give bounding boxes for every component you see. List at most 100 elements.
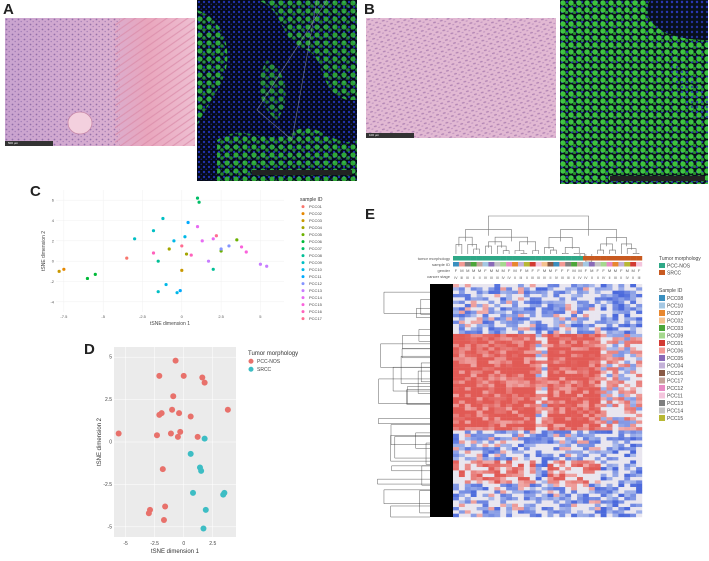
heatmap-cell <box>476 400 483 405</box>
heatmap-cell <box>547 367 554 371</box>
heatmap-cell <box>577 480 584 484</box>
heatmap-cell <box>600 390 607 395</box>
heatmap-cell <box>577 407 584 411</box>
heatmap-cell <box>523 367 530 371</box>
heatmap-cell <box>553 353 560 358</box>
heatmap-cell <box>594 330 601 335</box>
heatmap-cell <box>624 343 631 348</box>
heatmap-cell <box>464 487 471 491</box>
heatmap-cell <box>523 490 530 494</box>
heatmap-cell <box>517 470 525 474</box>
heatmap-cell <box>464 313 471 318</box>
heatmap-cell <box>476 327 483 331</box>
heatmap-cell <box>618 293 625 298</box>
heatmap-cell <box>565 377 572 381</box>
heatmap-cell <box>464 473 471 478</box>
heatmap-cell <box>464 457 471 461</box>
heatmap-cell <box>464 407 471 411</box>
heatmap-cell <box>636 307 643 311</box>
heatmap-cell <box>517 330 525 335</box>
sample-cell <box>571 262 578 267</box>
heatmap-cell <box>588 310 595 315</box>
heatmap-cell <box>588 433 595 438</box>
heatmap-cell <box>453 367 460 371</box>
heatmap-cell <box>582 323 590 328</box>
legend-entry: PCC10 <box>309 267 323 272</box>
heatmap-cell <box>636 287 643 291</box>
heatmap-cell <box>506 367 513 371</box>
heatmap-cell <box>582 427 590 431</box>
morphology-cell <box>553 256 560 261</box>
heatmap-cell <box>630 483 637 488</box>
heatmap-cell <box>553 377 560 381</box>
heatmap-cell <box>535 390 542 395</box>
heatmap-cell <box>559 473 566 478</box>
heatmap-cell <box>618 400 625 405</box>
heatmap-cell <box>636 433 643 438</box>
heatmap-cell <box>488 493 495 498</box>
stage-label: III <box>466 276 469 280</box>
heatmap-cell <box>512 470 519 474</box>
heatmap-cell <box>547 407 554 411</box>
heatmap-cell <box>559 450 566 454</box>
legend-entry: PCC11 <box>667 394 683 400</box>
heatmap-cell <box>606 510 613 514</box>
heatmap-cell <box>476 497 483 501</box>
heatmap-cell <box>541 483 548 488</box>
heatmap-cell <box>571 487 578 491</box>
heatmap-cell <box>470 370 477 375</box>
heatmap-cell <box>624 490 631 494</box>
heatmap-cell <box>606 357 613 361</box>
heatmap-cell <box>517 463 525 468</box>
heatmap-cell <box>476 373 483 378</box>
heatmap-cell <box>541 460 548 464</box>
heatmap-cell <box>571 387 578 391</box>
heatmap-cell <box>529 303 536 308</box>
heatmap-cell <box>500 480 507 484</box>
heatmap-cell <box>577 413 584 418</box>
heatmap-cell <box>582 400 590 405</box>
heatmap-cell <box>630 513 637 518</box>
heatmap-cell <box>529 383 536 388</box>
heatmap-cell <box>630 287 637 291</box>
sample-cell <box>453 262 460 267</box>
heatmap-cell <box>482 317 489 321</box>
heatmap-cell <box>523 390 530 395</box>
heatmap-cell <box>594 483 601 488</box>
heatmap-cell <box>582 453 590 458</box>
heatmap-cell <box>512 403 519 408</box>
heatmap-cell <box>577 510 584 514</box>
heatmap-cell <box>618 287 625 291</box>
heatmap-cell <box>535 353 542 358</box>
heatmap-cell <box>577 400 584 405</box>
heatmap-cell <box>482 380 489 385</box>
heatmap-cell <box>559 447 566 451</box>
heatmap-cell <box>547 370 554 375</box>
heatmap-cell <box>582 293 590 298</box>
heatmap-cell <box>636 427 643 431</box>
legend-swatch <box>301 296 305 300</box>
heatmap-cell <box>506 393 513 398</box>
heatmap-cell <box>547 413 554 418</box>
heatmap-cell <box>470 463 477 468</box>
heatmap-cell <box>577 457 584 461</box>
heatmap-cell <box>606 513 613 518</box>
heatmap-cell <box>624 420 631 424</box>
heatmap-cell <box>470 483 477 488</box>
heatmap-cell <box>517 450 525 454</box>
heatmap-cell <box>488 317 495 321</box>
heatmap-cell <box>588 284 595 288</box>
heatmap-cell <box>636 300 643 305</box>
stage-label: II <box>550 276 552 280</box>
heatmap-cell <box>517 413 525 418</box>
heatmap-cell <box>482 383 489 388</box>
heatmap-cell <box>506 443 513 448</box>
heatmap-cell <box>529 480 536 484</box>
heatmap-cell <box>600 350 607 355</box>
heatmap-cell <box>506 493 513 498</box>
heatmap-cell <box>506 284 513 288</box>
heatmap-cell <box>600 303 607 308</box>
heatmap-cell <box>571 430 578 434</box>
heatmap-cell <box>577 360 584 365</box>
